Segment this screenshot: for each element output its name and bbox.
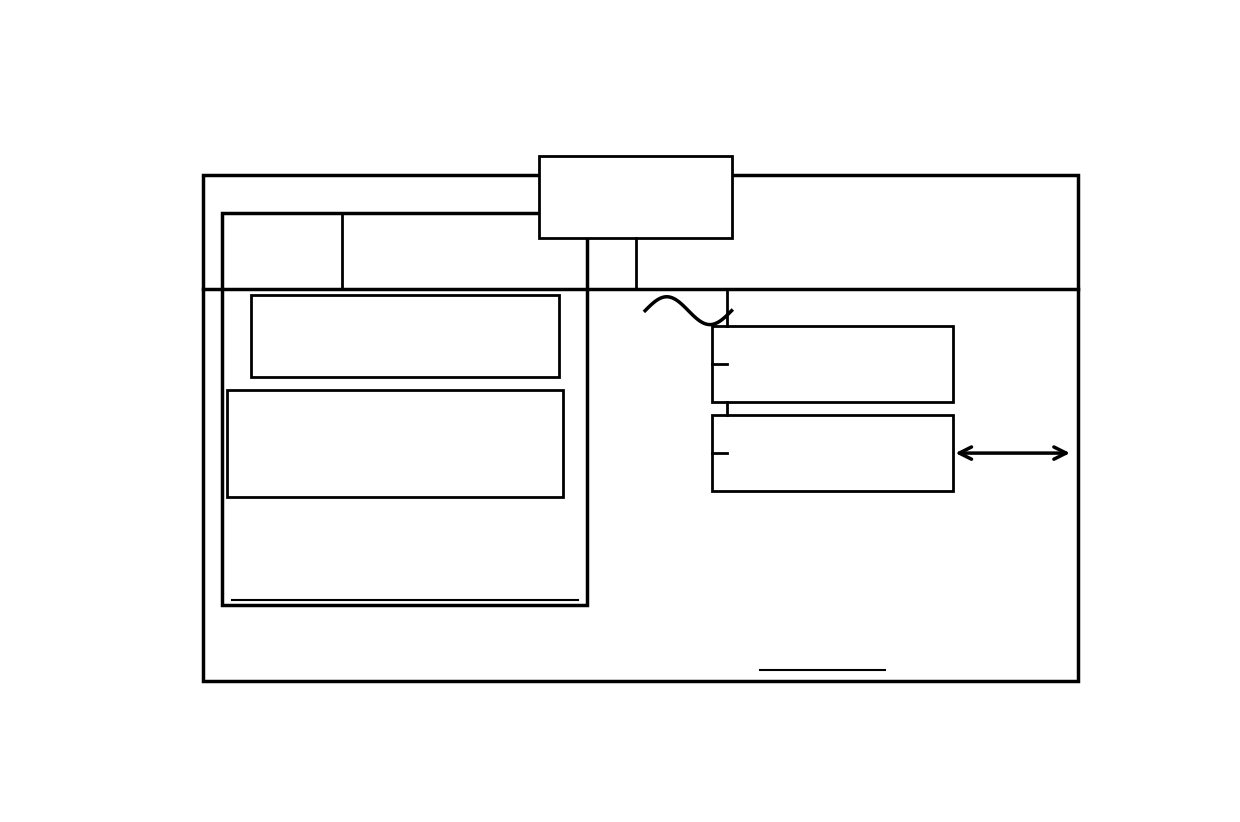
Bar bbox=[539, 155, 732, 238]
Bar bbox=[250, 295, 559, 377]
Bar bbox=[222, 213, 588, 605]
Bar bbox=[227, 390, 563, 497]
Bar bbox=[712, 415, 952, 491]
Bar bbox=[203, 174, 1078, 681]
Bar bbox=[712, 326, 952, 403]
